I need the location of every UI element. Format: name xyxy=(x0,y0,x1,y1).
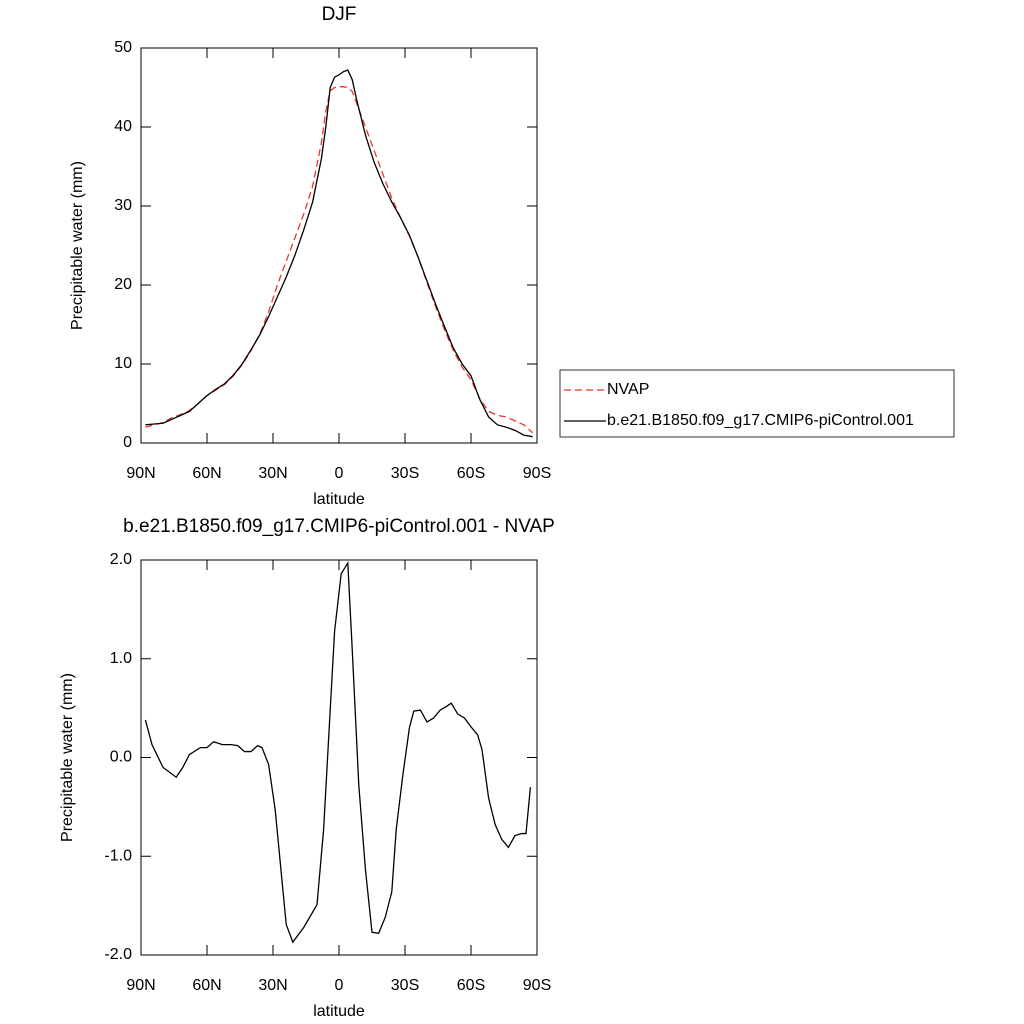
y-axis-label: Precipitable water (mm) xyxy=(69,161,86,330)
x-tick-label: 90S xyxy=(523,977,551,994)
y-tick-label: 1.0 xyxy=(110,650,132,667)
y-tick-label: 40 xyxy=(114,118,132,135)
x-tick-label: 30N xyxy=(258,977,287,994)
x-tick-label: 60N xyxy=(192,465,221,482)
x-tick-label: 30S xyxy=(391,465,419,482)
y-tick-label: 2.0 xyxy=(110,551,132,568)
x-axis-label: latitude xyxy=(313,491,365,508)
y-tick-label: -2.0 xyxy=(104,946,132,963)
y-tick-label: 0.0 xyxy=(110,749,132,766)
legend-label: NVAP xyxy=(607,381,649,398)
x-tick-label: 30N xyxy=(258,465,287,482)
x-tick-label: 60S xyxy=(457,465,485,482)
data-line xyxy=(145,69,533,438)
x-tick-label: 90S xyxy=(523,465,551,482)
y-tick-label: 50 xyxy=(114,39,132,56)
y-tick-label: 20 xyxy=(114,276,132,293)
plot-frame xyxy=(140,559,538,956)
x-tick-label: 60N xyxy=(192,977,221,994)
x-tick-label: 30S xyxy=(391,977,419,994)
y-tick-label: 0 xyxy=(123,434,132,451)
x-tick-label: 0 xyxy=(335,465,344,482)
data-line xyxy=(144,560,532,944)
legend-box xyxy=(559,369,955,438)
y-tick-label: 30 xyxy=(114,197,132,214)
plot-frame xyxy=(140,47,538,444)
x-tick-label: 90N xyxy=(126,465,155,482)
y-tick-label: 10 xyxy=(114,355,132,372)
x-tick-label: 90N xyxy=(126,977,155,994)
chart-title: DJF xyxy=(322,4,357,25)
legend-label: b.e21.B1850.f09_g17.CMIP6-piControl.001 xyxy=(607,412,914,429)
x-tick-label: 60S xyxy=(457,977,485,994)
y-tick-label: -1.0 xyxy=(104,847,132,864)
x-tick-label: 0 xyxy=(335,977,344,994)
y-axis-label: Precipitable water (mm) xyxy=(59,673,76,842)
x-axis-label: latitude xyxy=(313,1003,365,1020)
data-line xyxy=(145,86,534,434)
chart-title: b.e21.B1850.f09_g17.CMIP6-piControl.001 … xyxy=(123,516,555,537)
